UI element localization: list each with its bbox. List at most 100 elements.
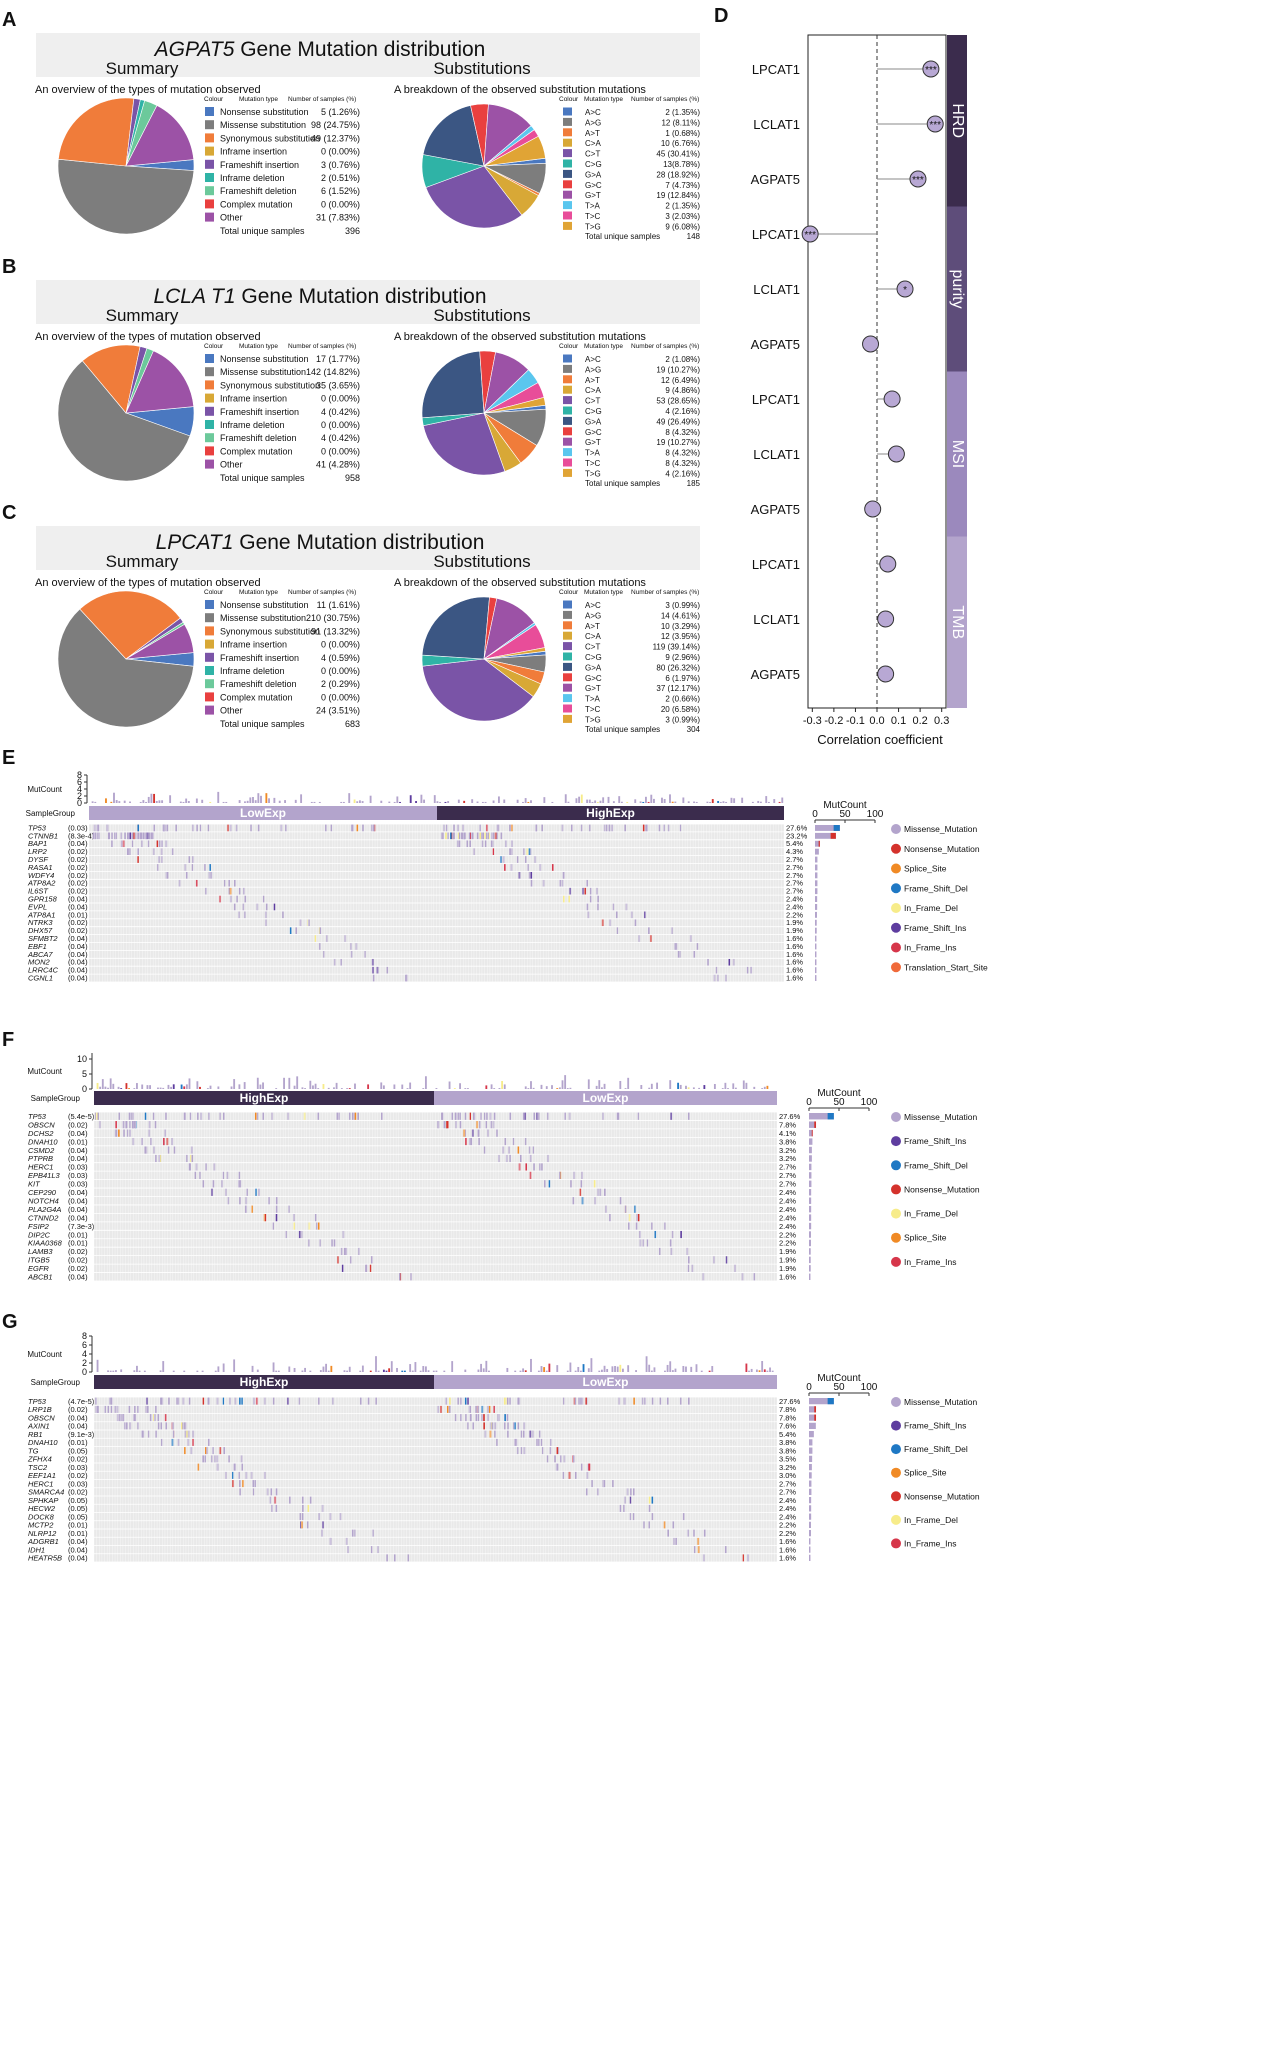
panel-g-mutation-cell: [644, 1397, 646, 1405]
panel-e-mutcount-bar: [268, 798, 270, 803]
panel-e-mutcount-bar: [129, 801, 131, 803]
panel-f-mutation-cell: [616, 1112, 619, 1120]
panel-e-mutation-cell: [528, 848, 531, 855]
panel-e-legend-dot: [891, 883, 901, 894]
panel-f-mutcount-bar: [467, 1088, 469, 1089]
panel-g-gene-freq-bar: [809, 1398, 834, 1405]
panel-c-sub-name: T>G: [585, 715, 601, 724]
panel-a-type-name: Missense substitution: [220, 120, 306, 130]
panel-g-mutation-cell: [538, 1430, 541, 1438]
panel-b-type-swatch: [205, 380, 214, 390]
panel-e-mutcount-bar: [396, 796, 399, 803]
panel-a-total-label: Total unique samples: [220, 226, 305, 236]
panel-g-mutcount-bar: [346, 1370, 349, 1372]
panel-e-mutation-cell: [589, 895, 592, 903]
panel-e-gene-name: CTNNB1: [28, 831, 58, 840]
panel-g-mutation-cell: [562, 1471, 565, 1479]
panel-b-type-name: Nonsense substitution: [220, 354, 309, 364]
panel-c-sub-count: 10 (3.29%): [661, 622, 700, 631]
panel-e-mutation-cell: [199, 824, 202, 832]
panel-b-gene-name: LCLA T1: [153, 285, 235, 308]
panel-g-mutcount-bar: [619, 1364, 622, 1372]
panel-e-mutation-cell: [492, 848, 495, 855]
panel-g-group-bar: [94, 1375, 434, 1389]
panel-f-mutation-cell: [205, 1163, 208, 1171]
panel-g-mutation-cell: [301, 1513, 304, 1521]
panel-e-mutation-cell: [516, 856, 519, 863]
panel-a-sub-count: 2 (1.35%): [665, 202, 700, 211]
panel-g-mutcount-bar: [750, 1368, 753, 1372]
panel-f-mutation-cell: [447, 1121, 449, 1129]
panel-a-sub-swatch: [563, 169, 572, 178]
panel-f-mutation-cell: [134, 1121, 136, 1129]
panel-f-mutation-cell: [753, 1273, 756, 1281]
panel-g-mutcount-bar: [627, 1365, 630, 1372]
panel-c-sub-name: A>G: [585, 611, 601, 620]
panel-e-mutcount-bar: [447, 801, 450, 803]
panel-f-gene-name: EGFR: [28, 1264, 49, 1273]
panel-f-mutcount-bar: [669, 1080, 672, 1089]
panel-f-mutcount-bar: [301, 1087, 304, 1089]
panel-e-mutcount-bar: [153, 793, 156, 803]
panel-a-sub-name: G>C: [585, 181, 602, 190]
panel-e-mutcount-bar: [663, 799, 666, 803]
panel-e-mutation-cell: [372, 974, 375, 982]
panel-g-gene-name: HEATR5B: [28, 1554, 62, 1563]
panel-e-mutation-cell: [209, 864, 211, 871]
panel-f-mutation-cell: [331, 1239, 333, 1247]
panel-c-subs-col-number: Number of samples (%): [631, 589, 699, 596]
panel-g-mutation-cell: [612, 1480, 614, 1488]
panel-g-gene-pct: 1.6%: [779, 1545, 796, 1554]
panel-a-type-swatch: [205, 146, 214, 156]
panel-e-mutation-cell: [486, 824, 488, 832]
panel-b-sub-swatch: [563, 396, 572, 405]
panel-f-mutation-cell: [298, 1230, 301, 1239]
panel-g-mutation-cell: [211, 1455, 213, 1463]
panel-c-type-count: 0 (0.00%): [321, 640, 360, 650]
panel-e-mutcount-bar: [169, 795, 172, 803]
panel-f-mutation-cell: [222, 1171, 225, 1179]
panel-d-row-label: AGPAT5: [751, 172, 800, 187]
panel-f-mutation-cell: [268, 1197, 270, 1205]
panel-f-legend-label: In_Frame_Ins: [904, 1257, 956, 1267]
panel-f-mutcount-label: MutCount: [27, 1067, 62, 1076]
panel-e-gene-pct: 5.4%: [786, 839, 803, 848]
panel-e-mutation-cell: [191, 864, 194, 871]
panel-e-mutation-cell: [139, 832, 141, 840]
panel-g-right-axis-title: MutCount: [817, 1373, 861, 1384]
panel-b-sub-count: 8 (4.32%): [665, 459, 700, 468]
panel-f-mutation-cell: [202, 1180, 205, 1188]
panel-g-mutation-cell: [128, 1405, 131, 1413]
panel-e-mutcount-bar: [187, 801, 190, 803]
panel-f-mutcount-bar: [348, 1088, 351, 1089]
panel-f-gene-pct: 2.4%: [779, 1205, 796, 1214]
panel-e-mutation-cell: [529, 848, 532, 855]
panel-g-mutation-cell: [266, 1488, 269, 1496]
panel-e-mutcount-bar: [586, 799, 589, 803]
panel-g-mutation-cell: [407, 1554, 410, 1562]
panel-g-mutation-cell: [95, 1397, 97, 1405]
panel-f-mutcount-bar: [104, 1086, 107, 1089]
panel-b-type-name: Synonymous substitution: [220, 380, 320, 390]
panel-f-mutcount-bar: [262, 1082, 264, 1089]
panel-g-mutcount-bar: [711, 1366, 714, 1372]
panel-f-mutation-cell: [599, 1188, 602, 1196]
panel-b-sub-name: G>T: [585, 438, 601, 447]
panel-f-mutation-cell: [650, 1222, 653, 1230]
panel-f-mutcount-bar: [296, 1076, 299, 1089]
panel-d-strip-tmb: [947, 536, 967, 708]
panel-e-mutation-cell: [642, 824, 645, 832]
panel-g-mutation-cell: [239, 1397, 241, 1405]
panel-f-gene-pct: 4.1%: [779, 1129, 796, 1138]
panel-g-mutation-cell: [556, 1447, 559, 1455]
panel-g-gene-pvalue: (0.05): [68, 1446, 88, 1455]
panel-f-mutcount-bar: [146, 1085, 149, 1089]
panel-f-mutation-cell: [158, 1154, 161, 1163]
panel-g-mutation-cell: [623, 1504, 625, 1512]
panel-f-letter: F: [2, 1029, 14, 1051]
panel-e-mutcount-bar: [773, 799, 776, 803]
panel-g-mutation-cell: [370, 1546, 373, 1554]
panel-b-type-count: 0 (0.00%): [321, 420, 360, 430]
panel-c-sub-swatch: [563, 683, 572, 692]
panel-g-mutation-cell: [272, 1397, 275, 1405]
